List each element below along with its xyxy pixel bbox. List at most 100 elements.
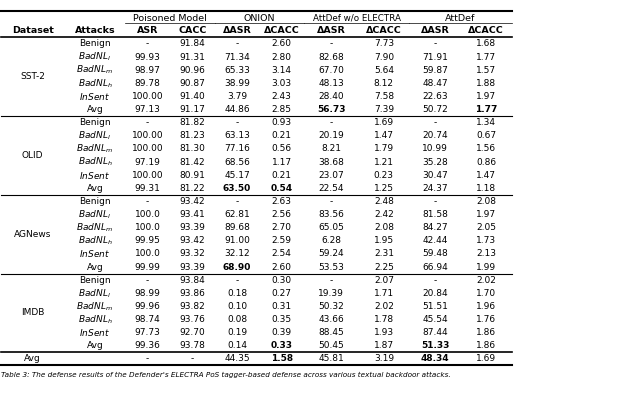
Text: 100.00: 100.00 (132, 131, 163, 140)
Text: 0.30: 0.30 (271, 275, 292, 285)
Text: 1.69: 1.69 (476, 354, 496, 363)
Text: 93.39: 93.39 (179, 263, 205, 272)
Text: 44.35: 44.35 (224, 354, 250, 363)
Text: 100.00: 100.00 (132, 92, 163, 101)
Text: 2.63: 2.63 (272, 197, 292, 206)
Text: 1.99: 1.99 (476, 263, 496, 272)
Text: 81.82: 81.82 (179, 118, 205, 127)
Text: AGNews: AGNews (14, 230, 51, 239)
Text: 2.80: 2.80 (272, 53, 292, 61)
Text: 1.56: 1.56 (476, 144, 496, 153)
Text: Avg: Avg (86, 105, 103, 114)
Text: 1.71: 1.71 (374, 289, 394, 298)
Text: 1.93: 1.93 (374, 328, 394, 337)
Text: -: - (236, 275, 239, 285)
Text: 38.99: 38.99 (224, 79, 250, 88)
Text: 22.54: 22.54 (319, 184, 344, 193)
Text: $\mathit{InSent}$: $\mathit{InSent}$ (79, 91, 111, 102)
Text: 68.56: 68.56 (224, 158, 250, 166)
Text: 45.54: 45.54 (422, 315, 448, 324)
Text: 51.33: 51.33 (420, 341, 449, 350)
Text: $\mathit{BadNL_l}$: $\mathit{BadNL_l}$ (79, 51, 111, 63)
Text: 44.86: 44.86 (224, 105, 250, 114)
Text: 0.31: 0.31 (271, 302, 292, 311)
Text: 0.33: 0.33 (271, 341, 292, 350)
Text: Benign: Benign (79, 39, 111, 48)
Text: 0.56: 0.56 (271, 144, 292, 153)
Text: Avg: Avg (86, 184, 103, 193)
Text: 3.79: 3.79 (227, 92, 247, 101)
Text: 1.21: 1.21 (374, 158, 394, 166)
Text: -: - (236, 39, 239, 48)
Text: 2.08: 2.08 (374, 223, 394, 232)
Text: $\mathit{BadNL_l}$: $\mathit{BadNL_l}$ (79, 287, 111, 300)
Text: 63.50: 63.50 (223, 184, 251, 193)
Text: 63.13: 63.13 (224, 131, 250, 140)
Text: ONION: ONION (244, 14, 275, 23)
Text: 53.53: 53.53 (318, 263, 344, 272)
Text: 100.0: 100.0 (134, 210, 161, 219)
Text: 2.02: 2.02 (476, 275, 496, 285)
Text: $\mathit{BadNL_l}$: $\mathit{BadNL_l}$ (79, 130, 111, 142)
Text: 100.0: 100.0 (134, 250, 161, 258)
Text: 1.77: 1.77 (475, 105, 497, 114)
Text: 48.34: 48.34 (420, 354, 449, 363)
Text: 97.19: 97.19 (134, 158, 161, 166)
Text: 80.91: 80.91 (179, 171, 205, 180)
Text: 1.96: 1.96 (476, 302, 496, 311)
Text: 62.81: 62.81 (224, 210, 250, 219)
Text: 1.18: 1.18 (476, 184, 496, 193)
Text: 1.73: 1.73 (476, 236, 496, 245)
Text: 93.76: 93.76 (179, 315, 205, 324)
Text: 1.79: 1.79 (374, 144, 394, 153)
Text: -: - (146, 354, 149, 363)
Text: 0.10: 0.10 (227, 302, 247, 311)
Text: 98.74: 98.74 (134, 315, 161, 324)
Text: 91.17: 91.17 (179, 105, 205, 114)
Text: 83.56: 83.56 (318, 210, 344, 219)
Text: 1.86: 1.86 (476, 341, 496, 350)
Text: 5.64: 5.64 (374, 66, 394, 75)
Text: OLID: OLID (22, 151, 44, 160)
Text: 99.93: 99.93 (134, 53, 161, 61)
Text: 98.97: 98.97 (134, 66, 161, 75)
Text: 42.44: 42.44 (422, 236, 447, 245)
Text: -: - (433, 197, 436, 206)
Text: ΔCACC: ΔCACC (468, 26, 504, 35)
Text: -: - (433, 275, 436, 285)
Text: 7.58: 7.58 (374, 92, 394, 101)
Text: -: - (146, 118, 149, 127)
Text: 2.60: 2.60 (272, 263, 292, 272)
Text: 2.70: 2.70 (272, 223, 292, 232)
Text: 2.60: 2.60 (272, 39, 292, 48)
Text: 99.96: 99.96 (134, 302, 161, 311)
Text: 87.44: 87.44 (422, 328, 448, 337)
Text: -: - (330, 118, 333, 127)
Text: 30.47: 30.47 (422, 171, 448, 180)
Text: 93.84: 93.84 (179, 275, 205, 285)
Text: 1.34: 1.34 (476, 118, 496, 127)
Text: 20.84: 20.84 (422, 289, 448, 298)
Text: $\mathit{BadNL_m}$: $\mathit{BadNL_m}$ (76, 143, 113, 155)
Text: 48.47: 48.47 (422, 79, 448, 88)
Text: -: - (191, 354, 194, 363)
Text: $\mathit{BadNL_m}$: $\mathit{BadNL_m}$ (76, 222, 113, 234)
Text: 89.78: 89.78 (134, 79, 161, 88)
Text: -: - (146, 275, 149, 285)
Text: AttDef: AttDef (445, 14, 476, 23)
Text: 2.07: 2.07 (374, 275, 394, 285)
Text: 1.97: 1.97 (476, 210, 496, 219)
Text: 1.58: 1.58 (271, 354, 292, 363)
Text: 20.74: 20.74 (422, 131, 448, 140)
Text: 2.48: 2.48 (374, 197, 394, 206)
Text: 2.59: 2.59 (272, 236, 292, 245)
Text: 0.21: 0.21 (272, 171, 292, 180)
Text: 65.33: 65.33 (224, 66, 250, 75)
Text: 3.19: 3.19 (374, 354, 394, 363)
Text: 93.42: 93.42 (179, 236, 205, 245)
Text: 59.48: 59.48 (422, 250, 448, 258)
Text: 0.19: 0.19 (227, 328, 247, 337)
Text: Benign: Benign (79, 118, 111, 127)
Text: 7.39: 7.39 (374, 105, 394, 114)
Text: 1.68: 1.68 (476, 39, 496, 48)
